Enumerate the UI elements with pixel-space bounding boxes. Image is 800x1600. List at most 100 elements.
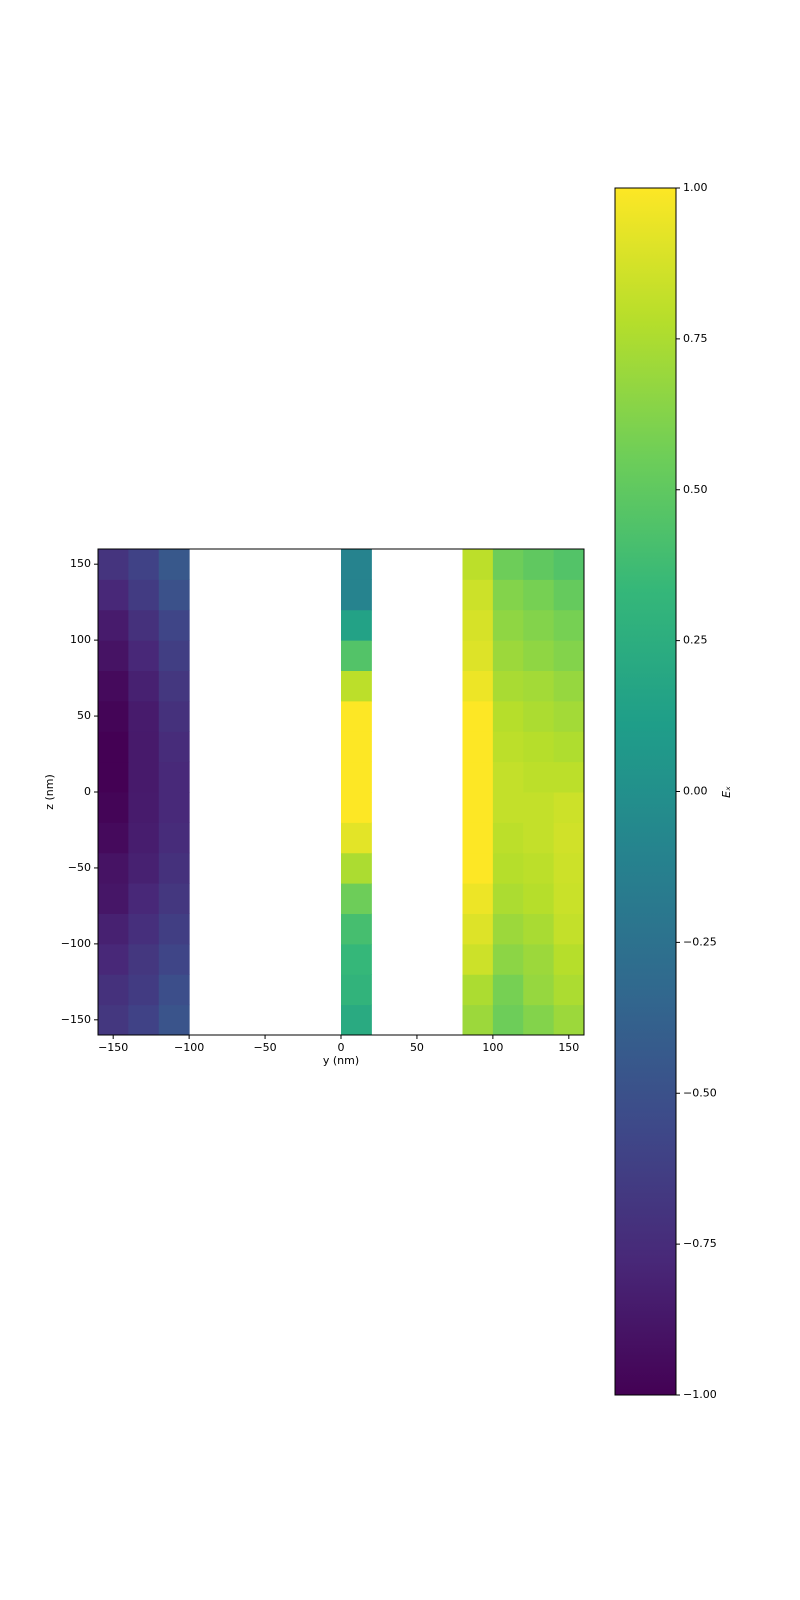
heat-cell [128, 549, 160, 580]
heat-cell [128, 1004, 160, 1036]
x-tick-label: 0 [338, 1041, 345, 1054]
x-axis-label: y (nm) [323, 1054, 359, 1067]
heat-cell [341, 549, 372, 580]
heat-cell [553, 761, 585, 793]
heat-cell [98, 943, 129, 975]
colorbar-tick-label: 0.75 [683, 332, 708, 345]
heat-cell [553, 700, 585, 732]
heat-cell [98, 974, 129, 1006]
heat-cell [158, 913, 190, 945]
heat-cell [341, 609, 372, 641]
heat-cell [523, 792, 555, 823]
heat-cell [128, 974, 160, 1006]
heat-cell [341, 640, 372, 671]
heat-cell [158, 883, 190, 914]
heat-cell [462, 731, 494, 763]
colorbar-tick-label: −0.75 [683, 1237, 717, 1250]
heat-cell [492, 640, 524, 671]
heat-cell [128, 579, 160, 611]
heat-cell [523, 852, 555, 884]
heat-cell [158, 822, 190, 854]
heat-cell [553, 883, 585, 914]
heat-cell [553, 1004, 585, 1036]
heat-cell [341, 670, 372, 702]
colorbar-tick-label: −0.50 [683, 1086, 717, 1099]
colorbar-tick-label: 0.25 [683, 634, 708, 647]
y-axis-label: z (nm) [43, 774, 56, 810]
heat-cell [128, 700, 160, 732]
heat-cell [492, 761, 524, 793]
heat-cell [523, 670, 555, 702]
x-tick-label: −50 [253, 1041, 276, 1054]
heat-cell [523, 640, 555, 671]
heat-cell [158, 700, 190, 732]
heat-cell [553, 549, 585, 580]
heat-cell [492, 700, 524, 732]
heat-cell [553, 579, 585, 611]
heat-cell [98, 640, 129, 671]
colorbar [614, 187, 677, 1396]
heat-cell [492, 731, 524, 763]
heat-cell [158, 731, 190, 763]
heat-cell [462, 822, 494, 854]
heat-cell [492, 670, 524, 702]
heat-cell [341, 731, 372, 763]
heat-cell [523, 1004, 555, 1036]
heat-cell [341, 883, 372, 914]
heat-cell [128, 670, 160, 702]
heat-cell [158, 852, 190, 884]
heat-cell [98, 549, 129, 580]
heat-cell [341, 974, 372, 1006]
heat-cell [128, 731, 160, 763]
heat-cell [341, 761, 372, 793]
heat-cell [492, 609, 524, 641]
heat-cell [98, 822, 129, 854]
heat-cell [523, 974, 555, 1006]
heat-cell [341, 700, 372, 732]
heat-cell [462, 609, 494, 641]
heat-cell [492, 883, 524, 914]
heat-cell [523, 943, 555, 975]
heat-cell [492, 549, 524, 580]
x-tick-label: 50 [410, 1041, 424, 1054]
heat-cell [553, 974, 585, 1006]
heat-cell [98, 761, 129, 793]
heat-cell [462, 761, 494, 793]
heat-cell [128, 792, 160, 823]
heat-cell [462, 913, 494, 945]
heat-cell [523, 700, 555, 732]
heat-cell [523, 549, 555, 580]
heat-cell [341, 822, 372, 854]
heat-cell [523, 761, 555, 793]
heat-cell [462, 852, 494, 884]
heat-cell [128, 883, 160, 914]
heat-cell [128, 761, 160, 793]
heat-cell [158, 579, 190, 611]
heat-cell [341, 792, 372, 823]
y-tick-label: 100 [70, 633, 91, 646]
colorbar-label: Eₓ [720, 786, 733, 798]
heat-cell [553, 913, 585, 945]
heat-cell [462, 579, 494, 611]
x-tick-label: −150 [98, 1041, 128, 1054]
y-tick-label: −50 [68, 861, 91, 874]
heat-cell [553, 822, 585, 854]
heat-cell [492, 1004, 524, 1036]
heat-cell [341, 852, 372, 884]
colorbar-tick-label: −1.00 [683, 1388, 717, 1401]
y-tick-label: 150 [70, 557, 91, 570]
x-tick-label: 150 [558, 1041, 579, 1054]
heat-cell [128, 609, 160, 641]
colorbar-tick-label: 1.00 [683, 181, 708, 194]
heat-cell [523, 609, 555, 641]
heat-cell [492, 974, 524, 1006]
heat-cell [98, 913, 129, 945]
heat-cell [492, 822, 524, 854]
heat-cell [553, 792, 585, 823]
heat-cell [158, 640, 190, 671]
heat-cell [128, 913, 160, 945]
x-tick-label: −100 [174, 1041, 204, 1054]
y-tick-label: −150 [61, 1013, 91, 1026]
heat-cell [341, 913, 372, 945]
